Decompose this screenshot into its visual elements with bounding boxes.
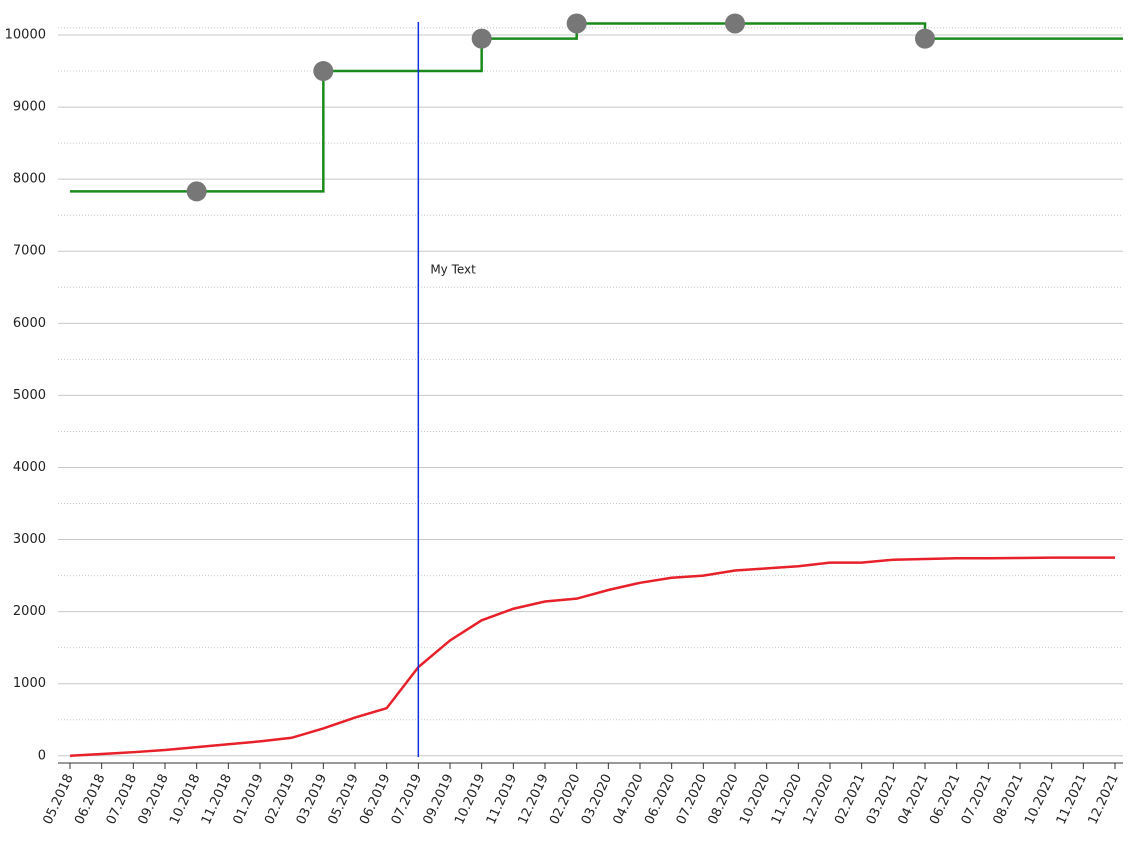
x-tick-label: 11.2019 <box>484 772 520 827</box>
x-tick-label: 04.2021 <box>895 772 931 827</box>
y-tick-label: 4000 <box>13 460 46 475</box>
marker <box>471 28 492 49</box>
x-tick-label: 11.2021 <box>1054 772 1090 827</box>
marker <box>915 28 935 49</box>
series-line <box>69 556 1115 758</box>
x-tick-label: 06.2018 <box>72 772 108 827</box>
marker <box>725 13 745 34</box>
x-tick-label: 11.2020 <box>769 772 805 827</box>
x-tick-label: 05.2019 <box>325 772 361 827</box>
y-tick-label: 8000 <box>13 172 46 187</box>
y-tick-label: 9000 <box>13 100 46 115</box>
y-tick-label: 1000 <box>13 676 46 691</box>
y-tick-label: 3000 <box>13 532 46 547</box>
marker <box>566 13 587 34</box>
x-tick-label: 03.2021 <box>864 772 900 827</box>
x-tick-label: 08.2021 <box>990 772 1026 827</box>
x-tick-label: 07.2018 <box>104 772 140 827</box>
x-tick-label: 02.2021 <box>832 772 868 827</box>
x-tick-label: 09.2019 <box>420 772 456 827</box>
x-tick-label: 10.2019 <box>452 772 488 827</box>
x-tick-label: 07.2021 <box>959 772 995 827</box>
x-tick-label: 07.2019 <box>389 772 425 827</box>
y-tick-label: 6000 <box>13 316 46 331</box>
x-tick-label: 12.2021 <box>1085 772 1121 827</box>
annotation-text: My Text <box>430 263 476 277</box>
x-tick-label: 02.2019 <box>262 772 298 827</box>
y-tick-label: 5000 <box>13 388 46 403</box>
marker <box>313 61 334 82</box>
x-tick-label: 03.2019 <box>294 772 330 827</box>
x-tick-label: 12.2019 <box>515 772 551 827</box>
x-tick-label: 01.2019 <box>230 772 266 827</box>
x-tick-label: 04.2020 <box>610 772 646 827</box>
y-tick-label: 2000 <box>13 604 46 619</box>
x-tick-label: 06.2021 <box>927 772 963 827</box>
x-tick-label: 02.2020 <box>547 772 583 827</box>
x-tick-label: 10.2018 <box>167 772 203 827</box>
x-tick-label: 10.2021 <box>1022 772 1058 827</box>
x-tick-label: 08.2020 <box>705 772 741 827</box>
y-tick-label: 7000 <box>13 244 46 259</box>
x-tick-label: 11.2018 <box>199 772 235 827</box>
y-tick-label: 0 <box>38 748 46 763</box>
marker <box>186 181 207 202</box>
y-tick-label: 10000 <box>5 28 46 43</box>
x-tick-label: 10.2020 <box>737 772 773 827</box>
x-tick-label: 12.2020 <box>800 772 836 827</box>
x-tick-label: 03.2020 <box>579 772 615 827</box>
x-tick-label: 06.2020 <box>642 772 678 827</box>
x-tick-label: 06.2019 <box>357 772 393 827</box>
x-tick-label: 09.2018 <box>135 772 171 827</box>
x-tick-label: 07.2020 <box>674 772 710 827</box>
x-tick-label: 05.2018 <box>40 772 76 827</box>
